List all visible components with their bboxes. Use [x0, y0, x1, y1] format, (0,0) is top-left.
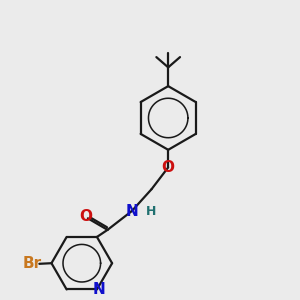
Text: N: N — [93, 282, 106, 297]
Text: O: O — [79, 209, 92, 224]
Text: H: H — [146, 205, 156, 218]
Text: Br: Br — [23, 256, 42, 271]
Text: O: O — [162, 160, 175, 175]
Text: N: N — [125, 204, 138, 219]
